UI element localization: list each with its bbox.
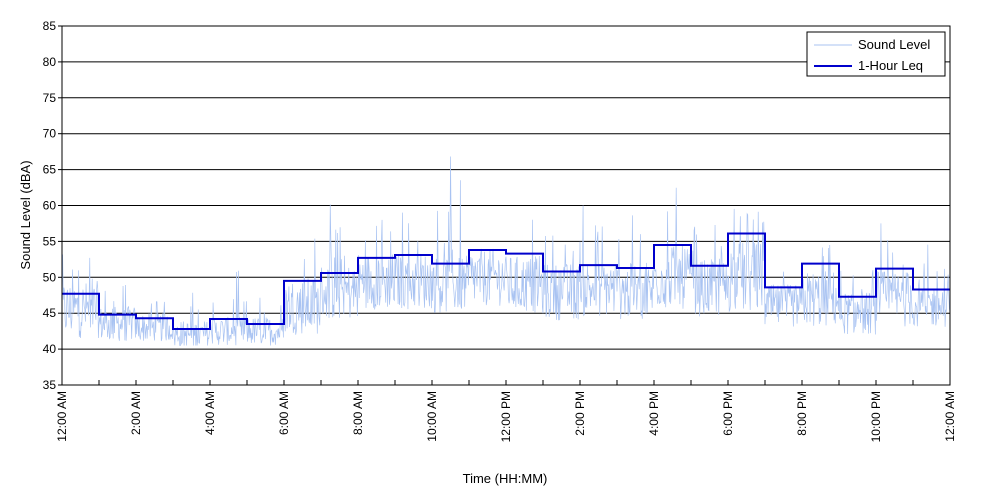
legend-label-leq: 1-Hour Leq [858,58,923,73]
x-tick-label: 4:00 PM [647,391,661,436]
x-tick-label: 8:00 PM [795,391,809,436]
sound-level-series [61,156,951,346]
y-tick-label-85: 85 [43,19,57,33]
y-tick-label-50: 50 [43,270,57,284]
x-tick-label: 12:00 AM [55,391,69,442]
x-axis-ticks: 12:00 AM 2:00 AM 4:00 AM 6:00 AM 8:00 AM 10:0… [55,380,957,442]
leq-step-line [62,232,950,330]
sound-level-line [61,156,951,346]
x-axis-label: Time (HH:MM) [463,471,548,486]
x-tick-label: 12:00 PM [499,391,513,442]
x-tick-label: 6:00 AM [277,391,291,435]
x-tick-label: 8:00 AM [351,391,365,435]
x-tick-label: 4:00 AM [203,391,217,435]
y-tick-label-35: 35 [43,378,57,392]
x-tick-label: 10:00 PM [869,391,883,442]
legend: Sound Level 1-Hour Leq [806,31,946,77]
y-axis-label: Sound Level (dBA) [18,160,33,269]
y-tick-label-80: 80 [43,55,57,69]
x-tick-label: 2:00 PM [573,391,587,436]
legend-box [806,31,946,77]
leq-series [62,232,950,330]
x-tick-label: 10:00 AM [425,391,439,442]
y-tick-label-75: 75 [43,91,57,105]
y-tick-label-60: 60 [43,199,57,213]
y-tick-label-40: 40 [43,342,57,356]
y-tick-label-70: 70 [43,127,57,141]
y-tick-label-45: 45 [43,306,57,320]
y-tick-label-65: 65 [43,163,57,177]
gridlines [62,61,950,350]
x-tick-label: 12:00 AM [943,391,957,442]
x-tick-label: 2:00 AM [129,391,143,435]
legend-label-sound-level: Sound Level [858,37,930,52]
y-axis-ticks: 35 40 45 50 55 60 65 70 75 80 85 [43,19,62,392]
x-tick-label: 6:00 PM [721,391,735,436]
y-tick-label-55: 55 [43,234,57,248]
